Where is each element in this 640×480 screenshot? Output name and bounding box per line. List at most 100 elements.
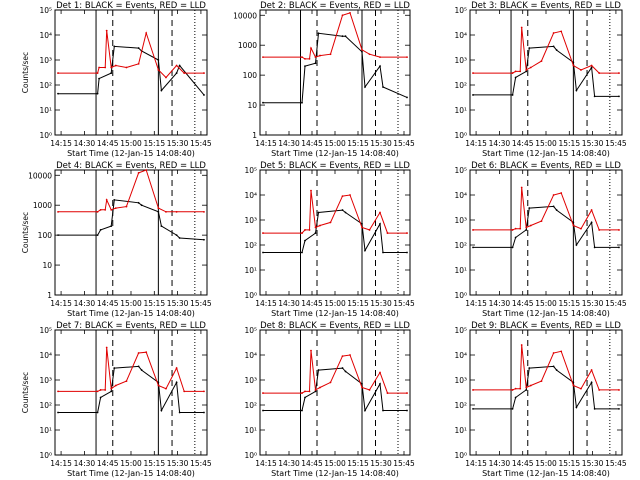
- data-point: [520, 344, 523, 346]
- y-tick-label: 10⁴: [244, 191, 257, 200]
- data-point: [304, 57, 306, 60]
- data-point: [511, 94, 514, 96]
- data-point: [555, 209, 558, 211]
- y-axis-label: Counts/sec: [21, 212, 30, 253]
- y-tick-label: 10¹: [39, 106, 52, 115]
- data-point: [580, 387, 582, 390]
- data-point: [514, 76, 517, 79]
- data-point: [379, 65, 381, 68]
- data-point: [262, 101, 264, 104]
- data-point: [105, 346, 108, 349]
- data-point: [618, 229, 620, 231]
- data-point: [314, 389, 317, 391]
- data-point: [555, 49, 558, 51]
- panel-title: Det 4: BLACK = Events, RED = LLD: [56, 161, 206, 171]
- data-point: [364, 86, 366, 88]
- data-point: [110, 66, 113, 69]
- panel-title: Det 2: BLACK = Events, RED = LLD: [260, 1, 410, 11]
- data-point: [203, 390, 205, 393]
- y-tick-label: 10¹: [454, 266, 467, 275]
- x-axis-label: Start Time (12-Jan-15 14:08:40): [67, 149, 195, 158]
- data-point: [618, 389, 620, 391]
- data-point: [590, 209, 593, 211]
- data-point: [379, 382, 381, 385]
- data-point: [361, 226, 363, 229]
- x-tick-label: 14:15: [255, 299, 277, 308]
- x-tick-label: 15:00: [535, 139, 557, 148]
- y-tick-label: 10⁴: [454, 31, 467, 40]
- data-point: [110, 72, 113, 74]
- data-point: [525, 389, 528, 391]
- data-point: [137, 352, 140, 354]
- data-point: [203, 238, 205, 241]
- data-point: [57, 72, 59, 74]
- data-point: [514, 387, 517, 390]
- y-tick-label: 10³: [244, 216, 257, 225]
- data-point: [137, 365, 140, 368]
- data-point: [529, 224, 532, 227]
- x-tick-label: 15:45: [605, 459, 627, 468]
- data-point: [540, 380, 543, 383]
- x-tick-label: 14:15: [50, 459, 72, 468]
- data-point: [528, 207, 531, 209]
- data-point: [175, 234, 178, 237]
- data-point: [137, 47, 140, 49]
- y-tick-label: 10⁴: [454, 191, 467, 200]
- x-tick-label: 14:15: [465, 299, 487, 308]
- x-tick-label: 15:00: [324, 459, 346, 468]
- data-point: [262, 56, 264, 59]
- y-tick-label: 10³: [454, 376, 467, 385]
- data-point: [165, 387, 167, 390]
- data-point: [379, 371, 381, 374]
- data-point: [379, 211, 381, 214]
- x-tick-label: 15:00: [120, 459, 142, 468]
- data-point: [96, 210, 99, 213]
- x-tick-label: 15:30: [370, 139, 392, 148]
- x-tick-label: 14:45: [512, 299, 534, 308]
- data-point: [593, 407, 596, 410]
- x-tick-label: 15:15: [558, 459, 580, 468]
- data-point: [304, 65, 306, 68]
- data-point: [96, 234, 99, 237]
- data-point: [314, 390, 317, 393]
- data-point: [317, 32, 320, 35]
- data-point: [590, 66, 593, 69]
- y-tick-label: 10⁰: [39, 451, 52, 460]
- data-point: [618, 246, 620, 249]
- data-point: [511, 246, 514, 249]
- y-tick-label: 10²: [454, 401, 467, 410]
- data-point: [572, 224, 575, 227]
- x-tick-label: 15:00: [324, 139, 346, 148]
- data-point: [514, 236, 517, 239]
- data-point: [361, 382, 363, 385]
- x-tick-label: 15:30: [582, 299, 604, 308]
- data-point: [308, 57, 311, 60]
- x-tick-label: 15:15: [143, 459, 165, 468]
- data-point: [540, 60, 543, 63]
- data-point: [598, 389, 601, 391]
- series-line-events: [263, 367, 407, 413]
- data-point: [560, 350, 563, 353]
- data-point: [386, 232, 389, 234]
- x-tick-label: 14:45: [512, 139, 534, 148]
- series-line-lld: [473, 345, 619, 391]
- x-tick-label: 15:30: [167, 139, 189, 148]
- y-tick-label: 10¹: [454, 426, 467, 435]
- x-tick-label: 15:15: [347, 299, 369, 308]
- data-point: [96, 390, 99, 393]
- data-point: [157, 59, 160, 61]
- data-point: [406, 232, 408, 234]
- data-point: [319, 54, 321, 57]
- data-point: [519, 227, 522, 230]
- data-point: [137, 62, 140, 65]
- data-point: [160, 225, 163, 228]
- series-line-events: [473, 45, 619, 97]
- data-point: [344, 211, 347, 214]
- data-point: [110, 225, 113, 228]
- data-point: [57, 92, 59, 95]
- y-tick-label: 10²: [39, 81, 52, 90]
- data-point: [590, 64, 593, 67]
